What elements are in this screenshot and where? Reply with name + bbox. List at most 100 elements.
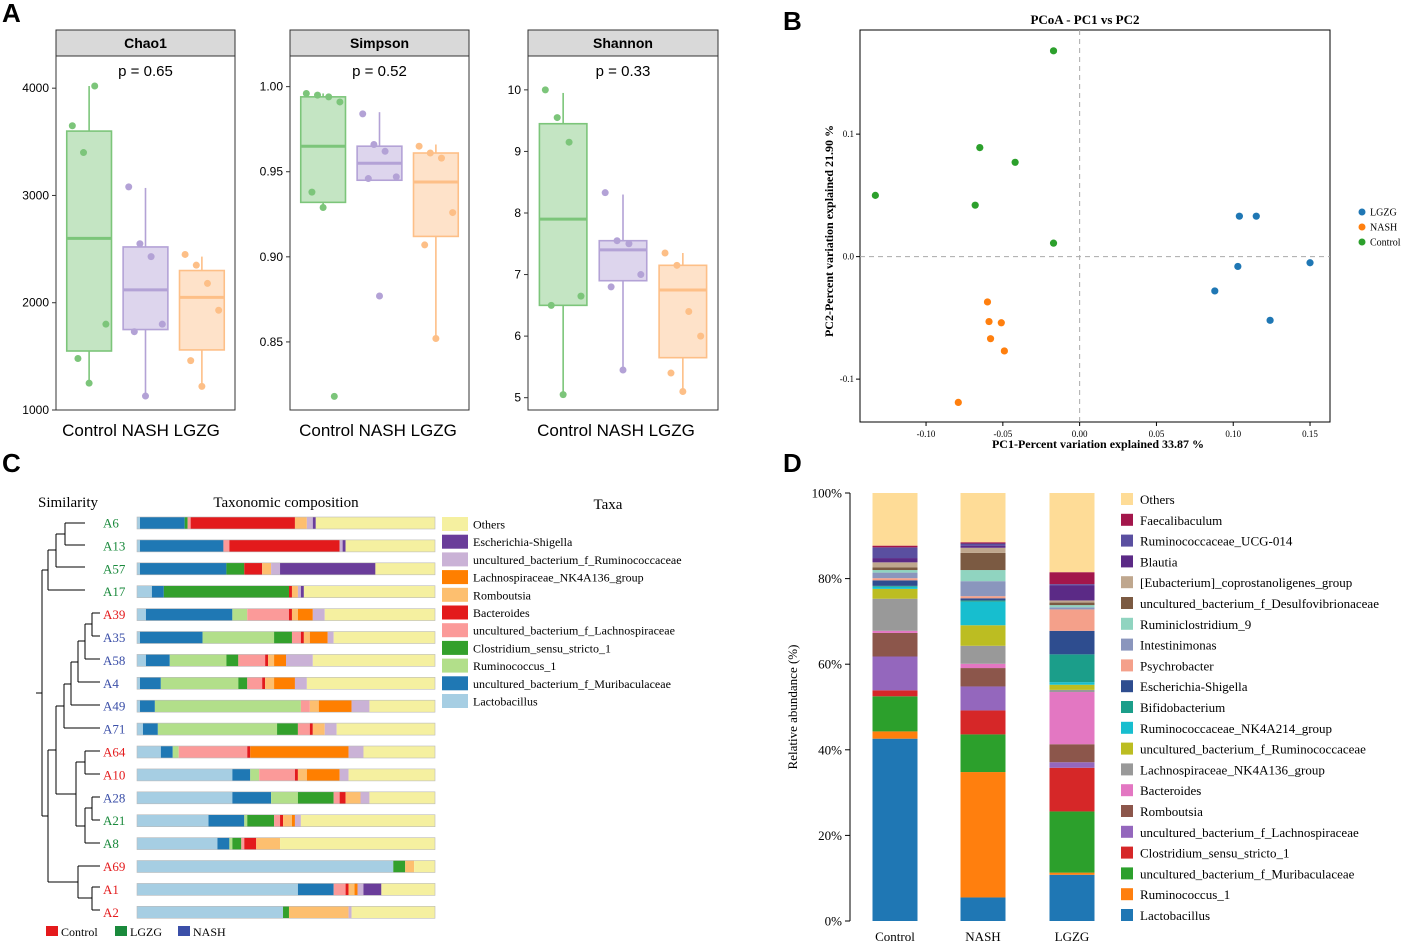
d-segment-uncultured-bacterium-f-lachnospiraceae bbox=[1049, 762, 1095, 768]
panel-d-stacked: Relative abundance (%) 0% 20% 40% 60% 80% 100… bbox=[785, 486, 1379, 942]
segment-others bbox=[306, 677, 435, 690]
data-point bbox=[415, 142, 423, 150]
data-point bbox=[392, 173, 400, 181]
segment-lactobacillus bbox=[137, 654, 146, 667]
y-ticks: 5 6 7 8 9 10 bbox=[508, 83, 528, 405]
pcoa-point-lgzg bbox=[1234, 262, 1242, 271]
d-segment-lactobacillus bbox=[960, 897, 1006, 921]
d-legend-swatch-bifidobacterium bbox=[1121, 701, 1133, 713]
segment-uncultured-bacterium-f-muribaculaceae bbox=[232, 791, 272, 804]
d-segment-ruminococcaceae-nk4a214-group bbox=[1049, 682, 1095, 685]
segment-lactobacillus bbox=[137, 539, 140, 552]
segment-lactobacillus bbox=[137, 768, 233, 781]
segment-ruminococcus-1 bbox=[154, 700, 301, 713]
segment-lachnospiraceae-nk4a136-group bbox=[354, 883, 358, 896]
d-segment-ruminiclostridium-9 bbox=[960, 570, 1006, 582]
sample-bars bbox=[136, 516, 436, 919]
d-segment-uncultured-bacterium-f-desulfovibrionaceae bbox=[872, 567, 918, 571]
segment-escherichia-shigella bbox=[300, 585, 304, 598]
y-tick-label: 10 bbox=[508, 83, 522, 97]
segment-uncultured-bacterium-f-ruminococcaceae bbox=[348, 746, 364, 758]
legend-marker-lgzg bbox=[1358, 208, 1366, 216]
segment-romboutsia bbox=[283, 814, 292, 827]
d-segment-ruminococcus-1 bbox=[872, 731, 918, 739]
pcoa-point-nash bbox=[997, 319, 1005, 327]
segment-lachnospiraceae-nk4a136-group bbox=[274, 654, 286, 667]
segment-others bbox=[381, 883, 435, 896]
segment-others bbox=[369, 791, 435, 804]
taxa-swatch-ruminococcus-1 bbox=[442, 658, 468, 673]
d-legend-label-bifidobacterium: Bifidobacterium bbox=[1140, 700, 1225, 715]
facet-title: Simpson bbox=[350, 35, 409, 51]
d-category-label: Control bbox=[875, 929, 915, 942]
data-point bbox=[541, 86, 549, 94]
pcoa-point-nash bbox=[986, 335, 995, 343]
segment-others bbox=[324, 608, 435, 621]
sample-label: A58 bbox=[103, 653, 125, 668]
segment-uncultured-bacterium-f-muribaculaceae bbox=[139, 539, 224, 552]
d-legend-label-uncultured-bacterium-f-lachnospiraceae: uncultured_bacterium_f_Lachnospiraceae bbox=[1140, 825, 1359, 840]
segment-uncultured-bacterium-f-ruminococcaceae bbox=[360, 791, 370, 804]
y-tick-label: 4000 bbox=[22, 81, 49, 95]
box-nash bbox=[598, 189, 648, 374]
d-segment-psychrobacter bbox=[1049, 609, 1095, 631]
data-point bbox=[85, 379, 93, 387]
segment-lachnospiraceae-nk4a136-group bbox=[306, 768, 340, 781]
segment-romboutsia bbox=[405, 860, 415, 873]
data-point bbox=[147, 253, 155, 261]
d-y-tick-label: 80% bbox=[818, 571, 842, 586]
segment-uncultured-bacterium-f-ruminococcaceae bbox=[339, 539, 343, 552]
segment-ruminococcus-1 bbox=[202, 631, 275, 644]
d-legend-swatch-clostridium-sensu-stricto-1 bbox=[1121, 846, 1133, 859]
segment-uncultured-bacterium-f-lachnospiraceae bbox=[241, 837, 245, 850]
d-legend: Others Faecalibaculum Ruminococcaceae_UCG-… bbox=[1121, 492, 1379, 923]
data-point bbox=[381, 147, 389, 155]
sample-label: A28 bbox=[103, 790, 125, 805]
panel-a-boxplots: Chao1 p = 0.65 1000 2000 3000 4000 Control … bbox=[22, 29, 719, 440]
segment-clostridium-sensu-stricto-1 bbox=[232, 837, 242, 850]
segment-lachnospiraceae-nk4a136-group bbox=[318, 700, 352, 713]
taxa-swatch-uncultured-bacterium-f-muribaculaceae bbox=[442, 676, 468, 691]
d-segment-others bbox=[872, 493, 918, 546]
d-segment-uncultured-bacterium-f-desulfovibrionaceae bbox=[1049, 602, 1095, 606]
box-control bbox=[299, 89, 347, 400]
pcoa-title: PCoA - PC1 vs PC2 bbox=[1030, 12, 1139, 27]
d-legend-label-eubacterium-coprostanoligenes-group: [Eubacterium]_coprostanoligenes_group bbox=[1140, 575, 1352, 590]
taxa-label-escherichia-shigella: Escherichia-Shigella bbox=[473, 535, 573, 549]
segment-others bbox=[333, 631, 435, 644]
bar-outline bbox=[136, 722, 436, 736]
d-segment-clostridium-sensu-stricto-1 bbox=[872, 690, 918, 697]
segment-others bbox=[312, 654, 435, 667]
segment-romboutsia bbox=[294, 517, 307, 529]
d-legend-swatch-ruminococcaceae-ucg-014 bbox=[1121, 534, 1133, 547]
similarity-title: Similarity bbox=[38, 495, 99, 511]
taxa-swatch-escherichia-shigella bbox=[442, 534, 468, 549]
group-axis-label: Control NASH LGZG bbox=[537, 421, 695, 440]
segment-uncultured-bacterium-f-lachnospiraceae bbox=[187, 517, 191, 529]
d-segment-bifidobacterium bbox=[960, 600, 1006, 602]
box-control bbox=[65, 82, 113, 387]
d-legend-label-faecalibaculum: Faecalibaculum bbox=[1140, 513, 1222, 528]
segment-uncultured-bacterium-f-lachnospiraceae bbox=[178, 746, 248, 758]
d-segment-eubacterium-coprostanoligenes-group bbox=[872, 562, 918, 568]
data-point bbox=[308, 188, 316, 196]
d-segment-bacteroides bbox=[1049, 692, 1095, 745]
group-axis-label: Control NASH LGZG bbox=[299, 421, 457, 440]
d-segment-uncultured-bacterium-f-ruminococcaceae bbox=[960, 625, 1006, 646]
d-segment-bifidobacterium bbox=[1049, 654, 1095, 683]
segment-clostridium-sensu-stricto-1 bbox=[297, 791, 334, 804]
taxa-legend: Others Escherichia-Shigella uncultured_bac… bbox=[442, 517, 682, 709]
d-legend-swatch-psychrobacter bbox=[1121, 659, 1133, 672]
d-legend-label-uncultured-bacterium-f-ruminococcaceae: uncultured_bacterium_f_Ruminococcaceae bbox=[1140, 742, 1366, 757]
d-segment-lactobacillus bbox=[872, 738, 918, 921]
y-ticks: 0.85 0.90 0.95 1.00 bbox=[260, 80, 290, 349]
data-point bbox=[613, 237, 621, 245]
segment-uncultured-bacterium-f-ruminococcaceae bbox=[312, 608, 325, 621]
segment-bacteroides bbox=[244, 562, 263, 575]
segment-romboutsia bbox=[268, 654, 275, 667]
bar-outline bbox=[136, 631, 436, 644]
segment-others bbox=[351, 906, 435, 919]
bar-outline bbox=[136, 654, 436, 667]
segment-lachnospiraceae-nk4a136-group bbox=[250, 746, 349, 758]
